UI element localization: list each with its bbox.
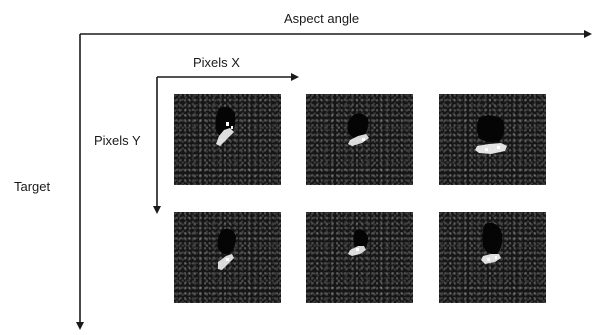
inner-x-axis-label: Pixels X <box>193 55 240 70</box>
sar-image-tile <box>174 94 281 185</box>
sar-image-tile <box>439 94 546 185</box>
sar-image-tile <box>306 94 413 185</box>
inner-y-axis-label: Pixels Y <box>94 133 141 148</box>
sar-image-tile <box>439 212 546 303</box>
outer-y-axis-label: Target <box>14 179 51 194</box>
sar-image-tile <box>306 212 413 303</box>
sar-image-grid <box>174 94 546 304</box>
sar-image-tile <box>174 212 281 303</box>
outer-x-axis-label: Aspect angle <box>284 11 360 26</box>
